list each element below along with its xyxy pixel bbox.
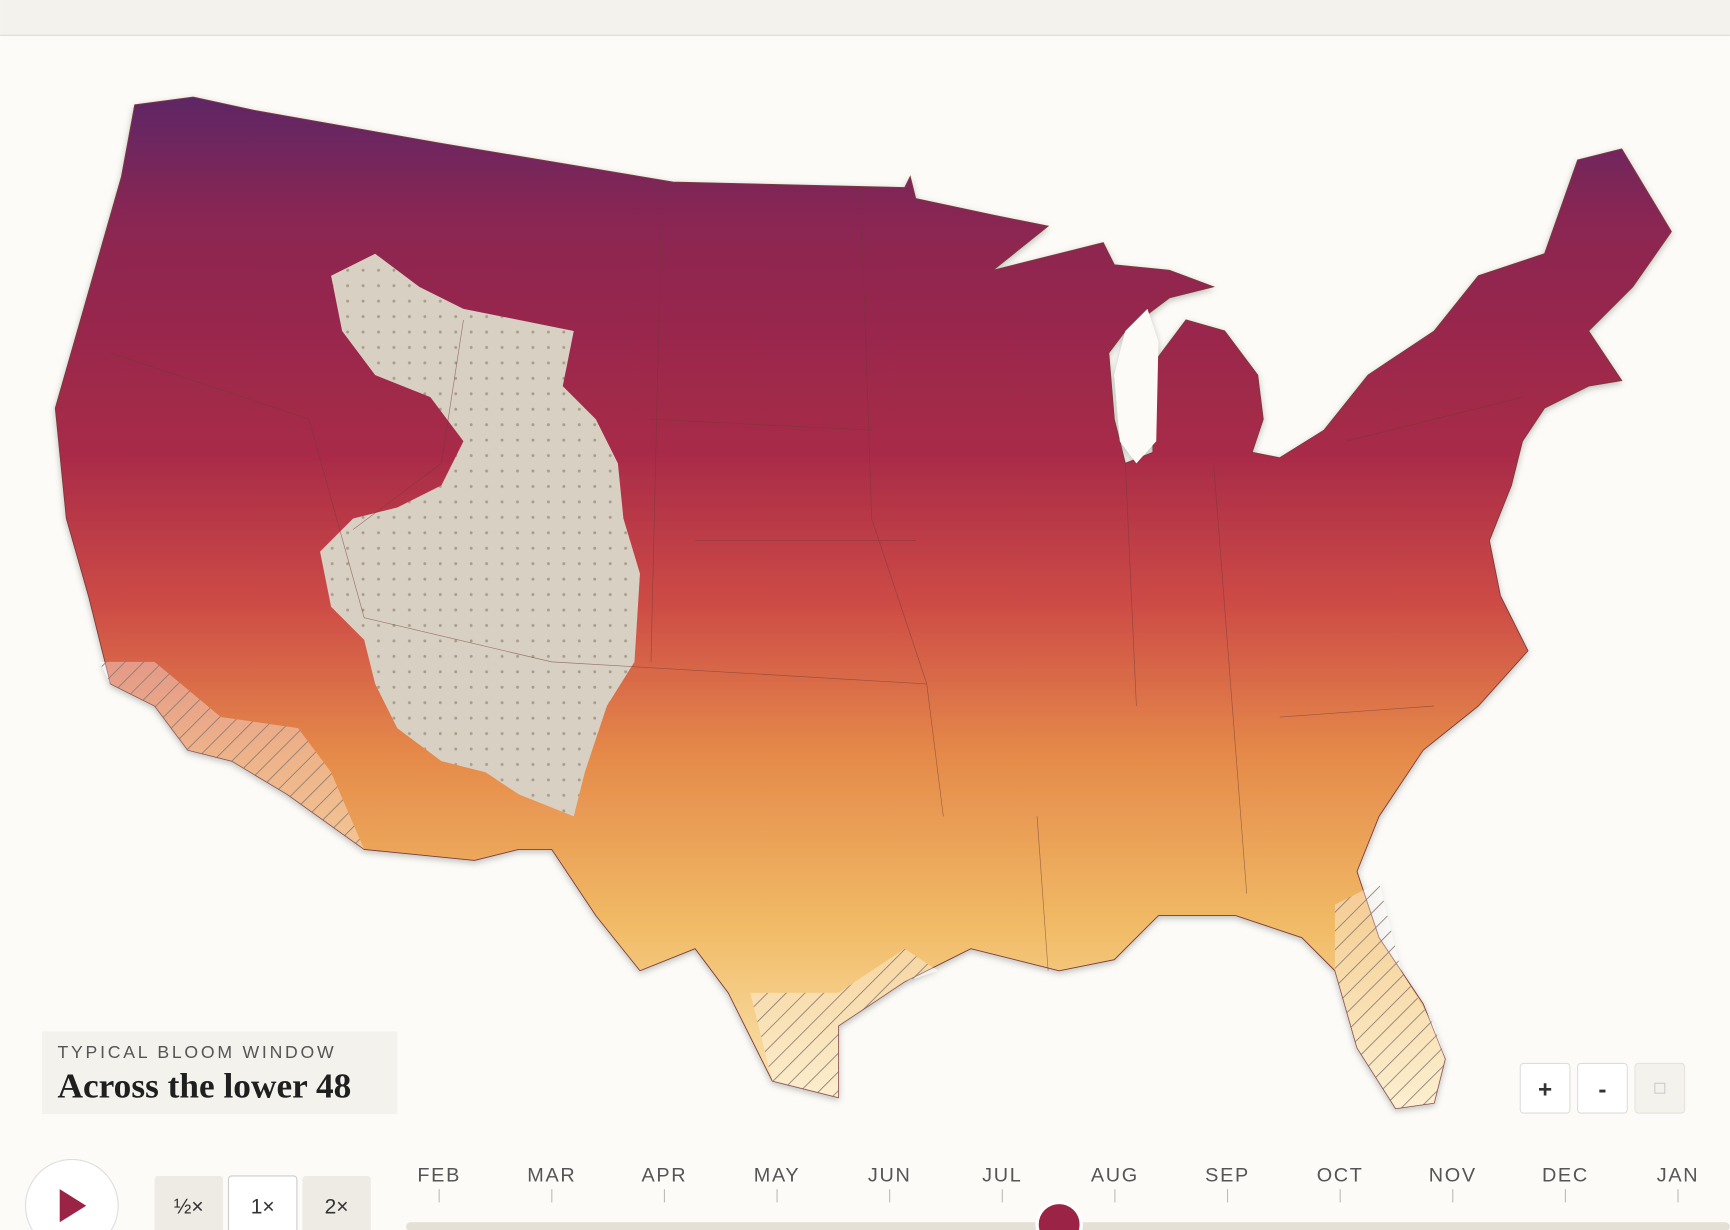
speed-button-label: 2×	[325, 1195, 349, 1218]
month-label: DEC	[1542, 1164, 1589, 1186]
month-label: MAY	[754, 1164, 801, 1186]
month-label: APR	[642, 1164, 688, 1186]
zoom-button[interactable]	[1577, 1062, 1628, 1114]
reset-button[interactable]	[1634, 1062, 1686, 1114]
month-label: OCT	[1317, 1164, 1364, 1186]
title: Across the lower 48	[58, 1067, 352, 1106]
state-borders	[110, 182, 1523, 971]
region-label: TYPICAL BLOOM WINDOW Across the lower 48	[42, 1031, 398, 1115]
play-icon	[59, 1189, 87, 1223]
zoom-button-label: +	[1538, 1077, 1552, 1104]
slider-knob[interactable]	[1035, 1200, 1083, 1230]
great-lakes	[1114, 308, 1159, 464]
month-label: NOV	[1429, 1164, 1477, 1186]
speed-button[interactable]	[227, 1175, 298, 1230]
month-label: FEB	[417, 1164, 461, 1186]
play-button[interactable]	[24, 1158, 119, 1230]
zoom-controls: + -	[1519, 1062, 1686, 1114]
zoom-button-label: -	[1598, 1077, 1606, 1104]
timeline: FEB MAR APR MAY JUN JUL AUG SEP OCT NOV DEC JAN	[406, 1164, 1730, 1230]
month-label: MAR	[527, 1164, 576, 1186]
us-outline	[54, 96, 1672, 1110]
month-label: JUN	[868, 1164, 912, 1186]
month-label: JAN	[1657, 1164, 1699, 1186]
month-label: AUG	[1091, 1164, 1139, 1186]
kicker: TYPICAL BLOOM WINDOW	[58, 1042, 337, 1062]
month-label: SEP	[1205, 1164, 1250, 1186]
top-bar	[0, 0, 1730, 36]
speed-button[interactable]	[302, 1175, 371, 1230]
speed-controls: ½× 1× 2×	[154, 1175, 371, 1230]
play-circle[interactable]	[24, 1158, 119, 1230]
mild-hatch-west	[99, 661, 365, 850]
speed-button-label: ½×	[174, 1195, 204, 1218]
speed-button-label: 1×	[251, 1195, 275, 1218]
map[interactable]	[54, 96, 1672, 1110]
label-panel	[42, 1031, 398, 1115]
month-label: JUL	[982, 1164, 1022, 1186]
mild-hatch-florida	[1334, 882, 1446, 1109]
speed-button[interactable]	[154, 1175, 223, 1230]
reset-icon	[1654, 1082, 1666, 1094]
rockies-no-bloom	[320, 253, 640, 817]
zoom-button[interactable]	[1519, 1062, 1571, 1114]
mild-hatch-texas	[750, 948, 938, 1098]
